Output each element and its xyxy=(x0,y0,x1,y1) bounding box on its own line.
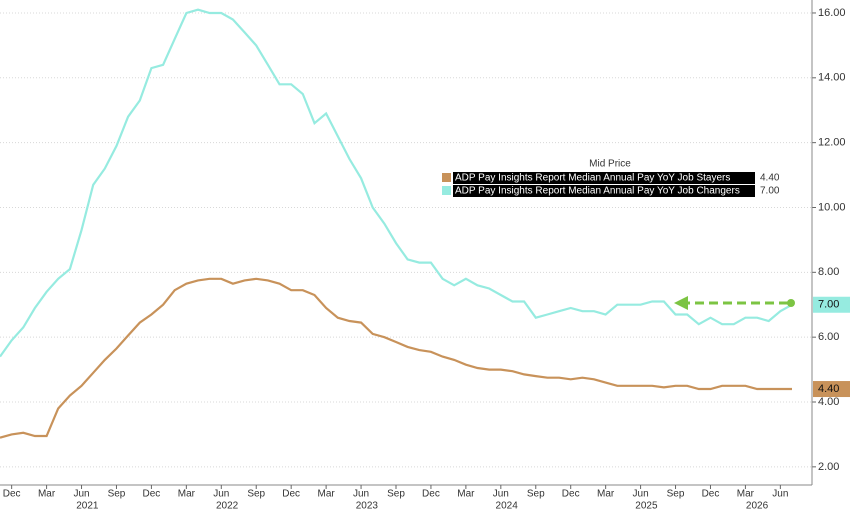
year-label: 2021 xyxy=(76,501,99,511)
year-label: 2024 xyxy=(496,501,519,511)
legend-swatch xyxy=(442,186,451,195)
arrow-head xyxy=(674,296,688,310)
x-tick-label: Jun xyxy=(633,489,649,500)
last-value-label: 7.00 xyxy=(818,299,839,311)
legend: Mid Price ADP Pay Insights Report Median… xyxy=(442,159,780,197)
legend-label: ADP Pay Insights Report Median Annual Pa… xyxy=(455,173,730,184)
x-tick-label: Mar xyxy=(597,489,615,500)
series-line xyxy=(0,8,793,358)
y-tick-label: 4.00 xyxy=(818,396,839,408)
legend-swatch xyxy=(442,173,451,182)
y-tick-label: 8.00 xyxy=(818,266,839,278)
legend-label: ADP Pay Insights Report Median Annual Pa… xyxy=(455,186,740,197)
plot-area xyxy=(0,8,793,439)
x-tick-label: Dec xyxy=(3,489,21,500)
legend-title: Mid Price xyxy=(589,159,631,170)
arrow-dot xyxy=(787,299,795,307)
x-tick-label: Mar xyxy=(318,489,336,500)
x-tick-label: Sep xyxy=(667,489,685,500)
annotation-arrow xyxy=(674,296,795,310)
x-tick-label: Mar xyxy=(178,489,196,500)
series-line xyxy=(0,277,792,439)
x-tick-label: Mar xyxy=(457,489,475,500)
x-tick-label: Dec xyxy=(282,489,300,500)
y-tick-label: 6.00 xyxy=(818,331,839,343)
x-tick-label: Sep xyxy=(387,489,405,500)
x-tick-label: Dec xyxy=(422,489,440,500)
y-tick-label: 12.00 xyxy=(818,137,846,149)
y-tick-label: 2.00 xyxy=(818,461,839,473)
grid xyxy=(0,12,812,468)
legend-row-bg xyxy=(453,172,755,184)
legend-value: 7.00 xyxy=(760,186,780,197)
last-value-badge xyxy=(813,296,850,313)
x-tick-label: Dec xyxy=(143,489,161,500)
x-tick-label: Jun xyxy=(493,489,509,500)
y-tick-label: 10.00 xyxy=(818,201,846,213)
x-tick-label: Jun xyxy=(73,489,89,500)
year-label: 2026 xyxy=(746,501,769,511)
x-tick-label: Jun xyxy=(213,489,229,500)
x-tick-label: Dec xyxy=(702,489,720,500)
x-tick-label: Jun xyxy=(353,489,369,500)
legend-value: 4.40 xyxy=(760,173,780,184)
legend-row-bg xyxy=(453,185,755,197)
year-label: 2023 xyxy=(356,501,379,511)
x-tick-label: Sep xyxy=(527,489,545,500)
x-tick-label: Sep xyxy=(247,489,265,500)
x-tick-label: Mar xyxy=(737,489,755,500)
year-label: 2022 xyxy=(216,501,239,511)
x-tick-label: Mar xyxy=(38,489,56,500)
y-tick-label: 14.00 xyxy=(818,72,846,84)
last-value-badge xyxy=(813,381,850,398)
y-tick-label: 16.00 xyxy=(818,7,846,19)
year-label: 2025 xyxy=(635,501,658,511)
x-tick-label: Jun xyxy=(772,489,788,500)
x-tick-label: Dec xyxy=(562,489,580,500)
x-tick-label: Sep xyxy=(108,489,126,500)
last-value-label: 4.40 xyxy=(818,383,839,395)
